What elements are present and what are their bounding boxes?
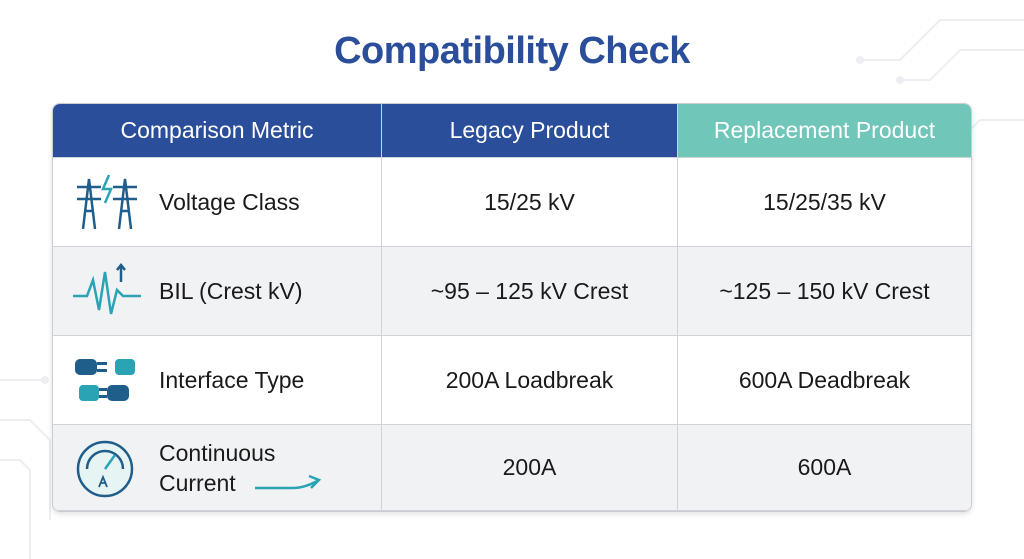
metric-label: Voltage Class	[159, 189, 300, 215]
voltage-icon	[77, 174, 137, 230]
replacement-value: 15/25/35 kV	[678, 158, 971, 247]
pulse-icon	[73, 262, 141, 315]
legacy-value: ~95 – 125 kV Crest	[382, 247, 678, 336]
column-header: Replacement Product	[678, 104, 971, 158]
metric-cell: Voltage Class	[53, 158, 382, 247]
current-arrow	[255, 474, 322, 489]
ammeter-icon	[76, 440, 134, 497]
column-header: Comparison Metric	[53, 104, 382, 158]
replacement-value: ~125 – 150 kV Crest	[678, 247, 971, 336]
metric-label: Continuous Current	[159, 439, 276, 496]
metric-label: BIL (Crest kV)	[159, 278, 303, 304]
metric-label: Interface Type	[159, 367, 305, 393]
metric-cell: BIL (Crest kV)	[53, 247, 382, 336]
metric-cell: Continuous Current	[53, 425, 382, 511]
legacy-value: 200A	[382, 425, 678, 511]
column-header: Legacy Product	[382, 104, 678, 158]
connector-icon	[75, 359, 135, 401]
legacy-value: 15/25 kV	[382, 158, 678, 247]
replacement-value: 600A Deadbreak	[678, 336, 971, 425]
metric-cell: Interface Type	[53, 336, 382, 425]
legacy-value: 200A Loadbreak	[382, 336, 678, 425]
comparison-table: Comparison Metric Legacy Product Replace…	[52, 103, 972, 512]
replacement-value: 600A	[678, 425, 971, 511]
title: Compatibility Check	[334, 30, 690, 72]
